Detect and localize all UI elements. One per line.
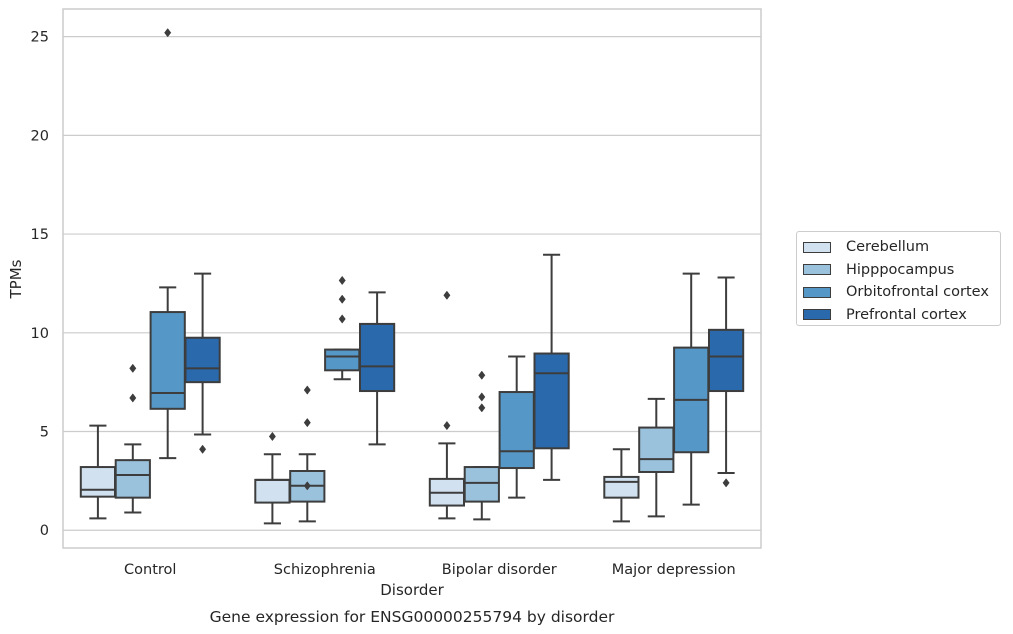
x-tick-label: Schizophrenia: [274, 562, 376, 578]
box-group: [114, 363, 151, 514]
y-axis-label: TPMs: [7, 259, 25, 299]
x-axis-label: Disorder: [380, 581, 444, 599]
box-group: [428, 290, 466, 520]
box: [603, 475, 640, 499]
outlier-point: [164, 28, 172, 38]
outlier-point: [303, 481, 311, 491]
legend-item: Orbitofrontal cortex: [803, 281, 1000, 304]
box: [149, 311, 186, 410]
legend-label: Cerebellum: [846, 239, 930, 256]
chart-caption: Gene expression for ENSG00000255794 by d…: [210, 608, 615, 626]
outlier-point: [443, 420, 451, 431]
box-group: [254, 431, 291, 525]
outlier-point: [303, 385, 311, 395]
outlier-point: [478, 370, 486, 380]
box: [324, 348, 361, 372]
y-tick-label: 0: [40, 523, 49, 539]
box: [184, 336, 221, 384]
outlier-point: [129, 393, 137, 403]
legend-swatch: [803, 309, 831, 321]
box-group: [463, 370, 500, 521]
legend-swatch: [803, 241, 831, 253]
box-group: [149, 28, 186, 460]
box: [254, 478, 291, 504]
box-group: [673, 272, 710, 506]
box-group: [603, 448, 640, 523]
outlier-point: [338, 314, 346, 324]
outlier-point: [478, 403, 486, 413]
outlier-point: [338, 294, 346, 304]
legend-label: Prefrontal cortex: [846, 306, 967, 323]
legend-item: Cerebellum: [803, 236, 1000, 259]
box: [463, 466, 500, 503]
x-tick-label: Bipolar disorder: [442, 562, 557, 578]
box-group: [533, 253, 570, 481]
x-tick-label: Control: [124, 562, 176, 578]
y-tick-label: 5: [40, 425, 49, 441]
legend-item: Prefrontal cortex: [803, 304, 1000, 327]
box-group: [707, 276, 745, 488]
plot-area: [79, 28, 745, 525]
x-tick-label: Major depression: [612, 562, 736, 578]
box: [498, 391, 535, 470]
outlier-point: [199, 444, 207, 454]
plot-frame: [62, 8, 762, 549]
outlier-point: [129, 363, 137, 373]
y-tick-label: 10: [31, 326, 49, 342]
box: [114, 459, 151, 499]
outlier-point: [338, 275, 346, 286]
outlier-point: [268, 431, 276, 442]
box-group: [498, 355, 535, 499]
legend-swatch: [803, 286, 831, 298]
box-group: [79, 424, 117, 520]
y-tick-label: 15: [31, 227, 49, 243]
y-tick-label: 20: [31, 128, 49, 144]
outlier-point: [478, 392, 486, 402]
box-group: [638, 397, 675, 518]
axis-ticks: 0 5 10 15 20 25 Control Schizophrenia Bipolar di…: [31, 30, 736, 578]
legend-label: Hipppocampus: [846, 261, 955, 278]
y-tick-label: 25: [31, 30, 49, 46]
legend: Cerebellum Hipppocampus Orbitofrontal co…: [796, 231, 1001, 326]
legend-swatch: [803, 264, 831, 276]
outlier-point: [303, 418, 311, 428]
box: [79, 466, 117, 498]
box-group: [289, 385, 326, 523]
box: [707, 328, 745, 393]
outlier-point: [722, 478, 730, 488]
box: [533, 352, 570, 450]
box: [638, 426, 675, 473]
box: [358, 322, 396, 393]
box-group: [358, 291, 396, 446]
box-group: [184, 272, 221, 454]
box-group: [324, 275, 361, 381]
legend-label: Orbitofrontal cortex: [846, 284, 989, 301]
outlier-point: [443, 290, 451, 300]
legend-item: Hipppocampus: [803, 259, 1000, 282]
